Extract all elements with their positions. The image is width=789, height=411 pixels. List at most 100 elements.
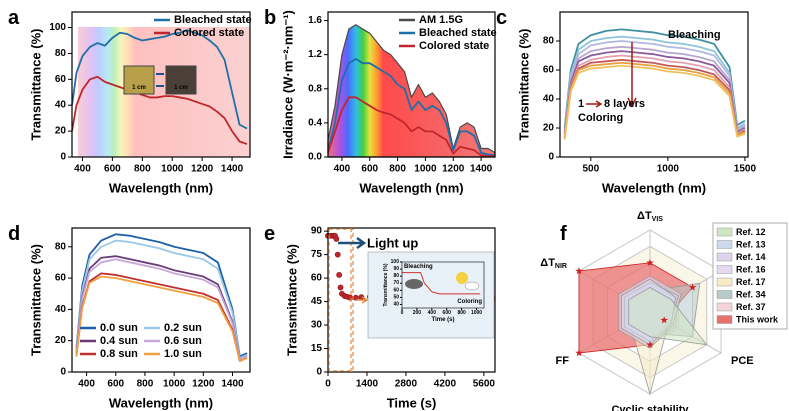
legend-swatch (716, 252, 733, 262)
light-arrow (338, 236, 367, 250)
radar-axis-label: FF (556, 355, 570, 367)
x-tick-label: 2800 (395, 379, 418, 390)
switch-arrow (156, 73, 164, 87)
x-tick-label: 4200 (434, 379, 457, 390)
device-photo (165, 65, 197, 95)
annotation: 1 cm (174, 85, 188, 91)
annotation: 8 layers (604, 98, 645, 110)
axis-label-sub: VIS (652, 216, 664, 223)
x-tick-label: 500 (582, 164, 599, 175)
line (71, 29, 248, 130)
legend-label: Ref. 12 (736, 227, 766, 237)
line (563, 28, 746, 129)
annotation: Bleaching (404, 264, 433, 270)
x-tick-label: 1200 (442, 164, 465, 175)
x-tick-label: 1400 (221, 164, 244, 175)
x-tick-label: 1000 (161, 164, 184, 175)
x-tick-label: 1400 (221, 379, 244, 390)
y-tick-label: 60 (55, 74, 67, 85)
star-marker (660, 316, 669, 324)
line (563, 58, 746, 139)
panel-label: a (8, 7, 20, 29)
annotation: 1 cm (132, 85, 146, 91)
legend-label: 1.0 sun (164, 348, 202, 360)
line (563, 35, 746, 131)
data-point (347, 294, 354, 301)
legend-label: Ref. 34 (736, 290, 766, 300)
x-tick-label: 0 (401, 310, 404, 316)
legend-label: 0.6 sun (164, 335, 202, 347)
radar-axis-label: Cyclic stability (611, 404, 689, 411)
line (75, 233, 248, 358)
y-tick-label: 80 (393, 273, 399, 279)
panel-label: c (496, 7, 507, 29)
legend-swatch (716, 227, 733, 237)
line (75, 258, 248, 361)
legend-swatch (716, 315, 733, 324)
line (563, 45, 746, 134)
y-tick-label: 60 (311, 273, 323, 284)
y-tick-label: 40 (55, 100, 67, 111)
y-tick-label: 50 (393, 294, 399, 300)
axis-label-main: ΔT (540, 257, 555, 269)
x-tick-label: 1000 (471, 310, 482, 316)
x-tick-label: 1000 (657, 164, 680, 175)
cloud-icon (405, 279, 423, 289)
sun-icon (456, 272, 468, 284)
x-tick-label: 400 (334, 164, 351, 175)
y-tick-label: 0 (60, 367, 66, 378)
x-axis-title: Wavelength (nm) (602, 181, 706, 196)
line (75, 239, 248, 359)
highlight-box (328, 228, 354, 372)
legend-label: 0.0 sun (100, 322, 138, 334)
y-axis-title: Transmittance (%) (383, 263, 389, 306)
x-tick-label: 400 (428, 310, 437, 316)
x-tick-label: 800 (137, 379, 154, 390)
axis-label-main: FF (556, 355, 570, 367)
line (563, 64, 746, 140)
y-axis-title: Irradiance (W·m⁻²·nm⁻¹) (281, 10, 296, 159)
line (563, 40, 746, 133)
legend-swatch (716, 302, 733, 312)
x-tick-label: 1400 (470, 164, 493, 175)
legend-swatch (716, 290, 733, 299)
line (75, 272, 248, 362)
plot-frame (327, 11, 496, 158)
y-axis-title: Transmittance (%) (29, 244, 44, 356)
line (327, 58, 496, 157)
plot-frame (71, 227, 251, 373)
y-tick-label: 45 (311, 296, 323, 307)
x-tick-label: 1500 (734, 164, 757, 175)
y-tick-label: 40 (393, 301, 399, 307)
y-tick-label: 0.4 (308, 117, 322, 128)
x-tick-label: 5600 (473, 379, 496, 390)
legend-label: AM 1.5G (419, 14, 463, 26)
panel-label: b (264, 7, 276, 29)
y-tick-label: 20 (55, 126, 67, 137)
x-tick-label: 400 (74, 164, 91, 175)
legend-label: This work (736, 315, 779, 325)
plot-frame (401, 261, 485, 309)
y-tick-label: 0.8 (308, 83, 322, 94)
x-tick-label: 1200 (192, 379, 215, 390)
cloud-icon (464, 281, 480, 291)
area-line (327, 24, 496, 158)
y-tick-label: 80 (55, 241, 67, 252)
axis-label-sub: NIR (555, 263, 567, 270)
y-tick-label: 75 (311, 249, 323, 260)
panel-label: d (8, 223, 20, 245)
y-tick-label: 90 (311, 226, 323, 237)
data-point (333, 236, 340, 242)
star-marker (575, 267, 583, 275)
star-marker (646, 340, 654, 349)
legend-label: Colored state (174, 27, 244, 39)
x-tick-label: 600 (361, 164, 378, 175)
legend-swatch (716, 277, 733, 287)
y-tick-label: 0 (316, 367, 322, 378)
x-tick-label: 1400 (356, 379, 379, 390)
x-tick-label: 600 (104, 164, 121, 175)
star-marker (646, 258, 654, 267)
axis-label-main: Cyclic stability (611, 404, 689, 411)
spectrum-background (78, 27, 250, 157)
